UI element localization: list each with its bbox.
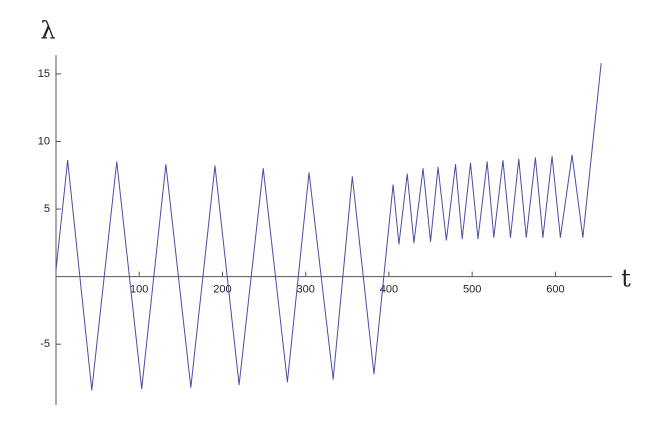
y-tick-label: 10 (38, 135, 50, 147)
x-tick-label: 400 (380, 284, 398, 296)
x-tick-label: 600 (546, 284, 564, 296)
y-tick-label: 5 (44, 203, 50, 215)
x-tick-label: 200 (213, 284, 231, 296)
y-tick-label: 15 (38, 68, 50, 80)
y-tick-label: -5 (40, 338, 50, 350)
data-line (55, 63, 602, 391)
x-tick-label: 300 (297, 284, 315, 296)
x-tick-label: 500 (463, 284, 481, 296)
x-axis-label: t (621, 265, 631, 293)
y-axis-label: λ (40, 17, 55, 45)
x-tick-label: 100 (130, 284, 148, 296)
